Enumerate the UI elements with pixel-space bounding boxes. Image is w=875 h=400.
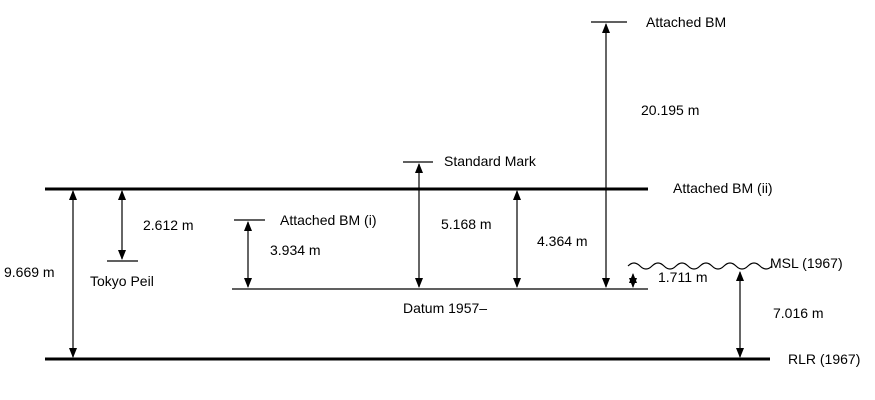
label-msl: MSL (1967)	[770, 255, 843, 271]
msl-wave	[627, 262, 773, 270]
label-standard-mark: Standard Mark	[444, 153, 537, 169]
value-4364: 4.364 m	[537, 233, 588, 249]
label-attached-bm-top: Attached BM	[646, 14, 726, 30]
value-3934: 3.934 m	[270, 242, 321, 258]
label-tokyo-peil: Tokyo Peil	[90, 273, 154, 289]
label-attached-bm-ii: Attached BM (ii)	[673, 180, 773, 196]
value-20195: 20.195 m	[641, 102, 699, 118]
value-7016: 7.016 m	[773, 305, 824, 321]
value-9669: 9.669 m	[4, 264, 55, 280]
value-5168: 5.168 m	[441, 216, 492, 232]
label-attached-bm-i: Attached BM (i)	[280, 212, 376, 228]
label-datum: Datum 1957–	[403, 300, 487, 316]
label-rlr: RLR (1967)	[788, 351, 860, 367]
value-2612: 2.612 m	[143, 217, 194, 233]
value-1711: 1.711 m	[658, 269, 708, 285]
